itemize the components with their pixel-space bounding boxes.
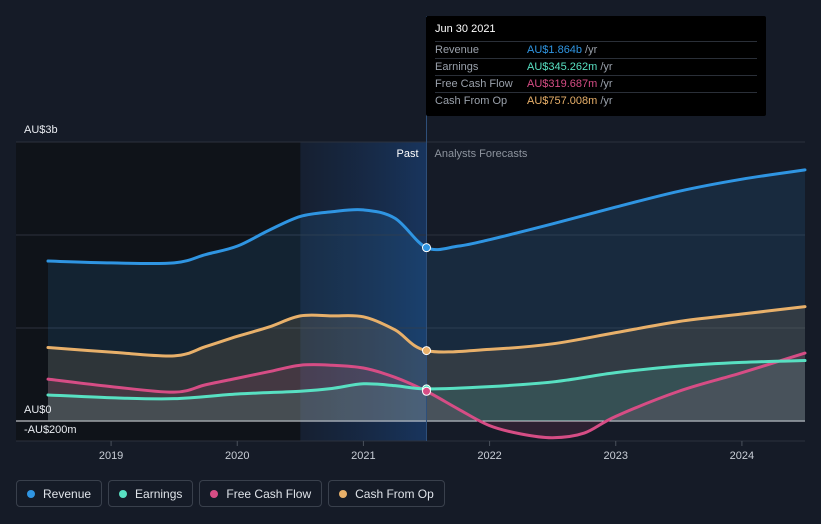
past-highlight-band xyxy=(300,142,427,441)
tooltip: Jun 30 2021 Revenue AU$1.864b/yr Earnings A… xyxy=(426,16,766,116)
x-tick-label: 2023 xyxy=(604,450,628,462)
tooltip-series-value: AU$319.687m xyxy=(527,78,598,90)
x-tick-label: 2020 xyxy=(225,450,249,462)
tooltip-row: Free Cash Flow AU$319.687m/yr xyxy=(435,75,757,92)
tooltip-markers xyxy=(422,243,431,396)
legend-label: Earnings xyxy=(135,486,183,501)
legend-label: Cash From Op xyxy=(355,486,434,501)
earnings-line xyxy=(46,359,807,401)
tooltip-series-value: AU$345.262m xyxy=(527,61,598,73)
forecast-label: Analysts Forecasts xyxy=(435,148,528,160)
tooltip-series-name: Earnings xyxy=(435,61,479,73)
tooltip-row: Revenue AU$1.864b/yr xyxy=(435,41,757,58)
legend: Revenue Earnings Free Cash Flow Cash From O… xyxy=(16,480,445,509)
tooltip-row: Earnings AU$345.262m/yr xyxy=(435,58,757,75)
legend-item-revenue[interactable]: Revenue xyxy=(16,480,103,507)
legend-dot-icon xyxy=(339,489,348,498)
tooltip-series-name: Free Cash Flow xyxy=(435,78,513,90)
free-cash-flow-marker xyxy=(422,386,431,396)
free-cash-flow-line xyxy=(46,351,807,440)
legend-dot-icon xyxy=(27,489,35,498)
tooltip-row: Cash From Op AU$757.008m/yr xyxy=(435,92,757,109)
legend-dot-icon xyxy=(119,489,128,498)
legend-dot-icon xyxy=(210,489,219,498)
x-axis-ticks: 2019 2020 2021 2022 2023 2024 xyxy=(99,441,754,462)
gridlines xyxy=(16,141,805,442)
y-axis-zero-label: AU$0 xyxy=(24,404,52,416)
legend-item-earnings[interactable]: Earnings xyxy=(108,480,194,507)
cash-from-op-line xyxy=(46,305,807,358)
tooltip-series-unit: /yr xyxy=(600,61,613,73)
series-lines xyxy=(46,168,807,440)
past-label: Past xyxy=(396,148,418,160)
x-tick-label: 2021 xyxy=(351,450,375,462)
tooltip-series-name: Revenue xyxy=(435,44,480,56)
x-tick-label: 2019 xyxy=(99,450,123,462)
tooltip-rows: Revenue AU$1.864b/yr Earnings AU$345.262m/y… xyxy=(435,41,757,109)
tooltip-series-value: AU$1.864b xyxy=(527,44,583,56)
x-tick-label: 2022 xyxy=(477,450,501,462)
legend-item-cash-from-op[interactable]: Cash From Op xyxy=(328,480,445,507)
tooltip-series-name: Cash From Op xyxy=(435,95,508,107)
legend-label: Revenue xyxy=(43,486,92,501)
tooltip-series-value: AU$757.008m xyxy=(527,95,598,107)
legend-label: Free Cash Flow xyxy=(226,486,312,501)
x-tick-label: 2024 xyxy=(730,450,754,462)
cash-from-op-marker xyxy=(422,346,431,356)
y-axis-top-label: AU$3b xyxy=(24,124,58,136)
tooltip-series-unit: /yr xyxy=(600,78,613,90)
tooltip-series-unit: /yr xyxy=(585,44,598,56)
revenue-line xyxy=(46,168,807,266)
revenue-marker xyxy=(422,243,431,253)
legend-item-free-cash-flow[interactable]: Free Cash Flow xyxy=(199,480,323,507)
y-axis-bottom-label: -AU$200m xyxy=(24,424,77,436)
tooltip-series-unit: /yr xyxy=(600,95,613,107)
tooltip-date: Jun 30 2021 xyxy=(435,23,496,35)
